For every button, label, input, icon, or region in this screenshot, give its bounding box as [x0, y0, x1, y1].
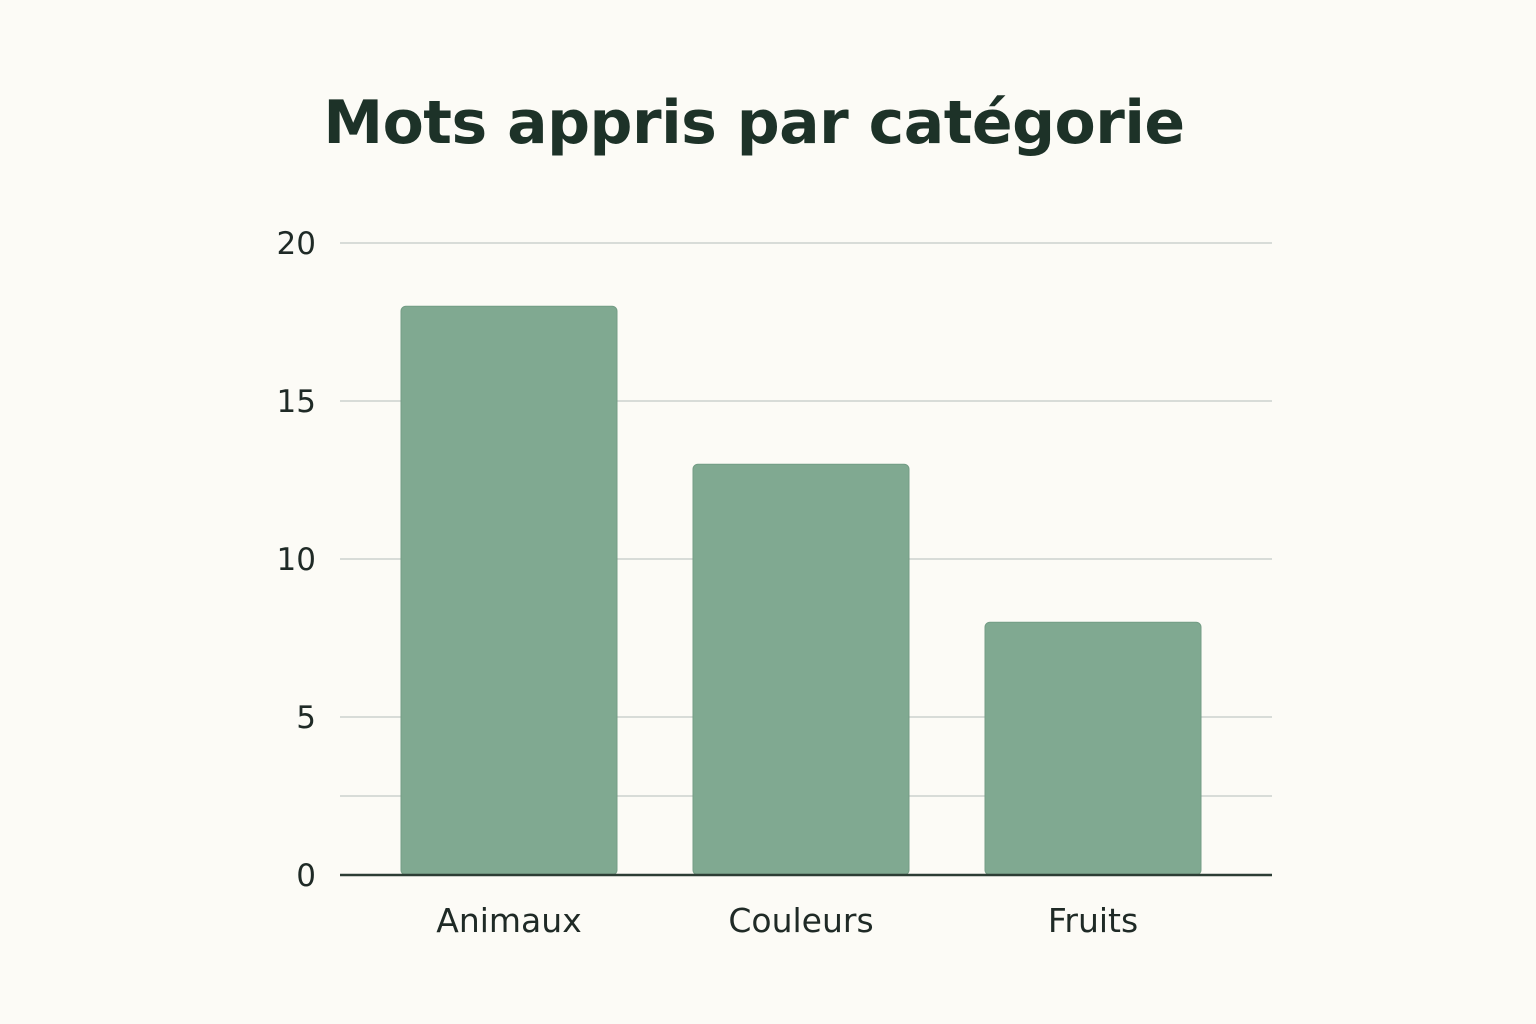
bar-fruits [984, 621, 1202, 876]
x-category-label-couleurs: Couleurs [728, 901, 873, 940]
bar-couleurs [692, 463, 910, 876]
chart-title: Mots appris par catégorie [323, 88, 1185, 158]
x-category-label-fruits: Fruits [1048, 901, 1138, 940]
y-tick-label-0: 0 [296, 858, 316, 894]
y-tick-label-10: 10 [277, 542, 316, 578]
y-tick-label-5: 5 [296, 700, 316, 736]
y-tick-label-20: 20 [277, 226, 316, 262]
bar-animaux [400, 305, 618, 876]
bars [400, 305, 1202, 876]
y-tick-label-15: 15 [277, 384, 316, 420]
x-axis-categories: Animaux Couleurs Fruits [436, 901, 1138, 940]
x-category-label-animaux: Animaux [436, 901, 581, 940]
y-axis-ticks: 0 5 10 15 20 [277, 226, 316, 894]
